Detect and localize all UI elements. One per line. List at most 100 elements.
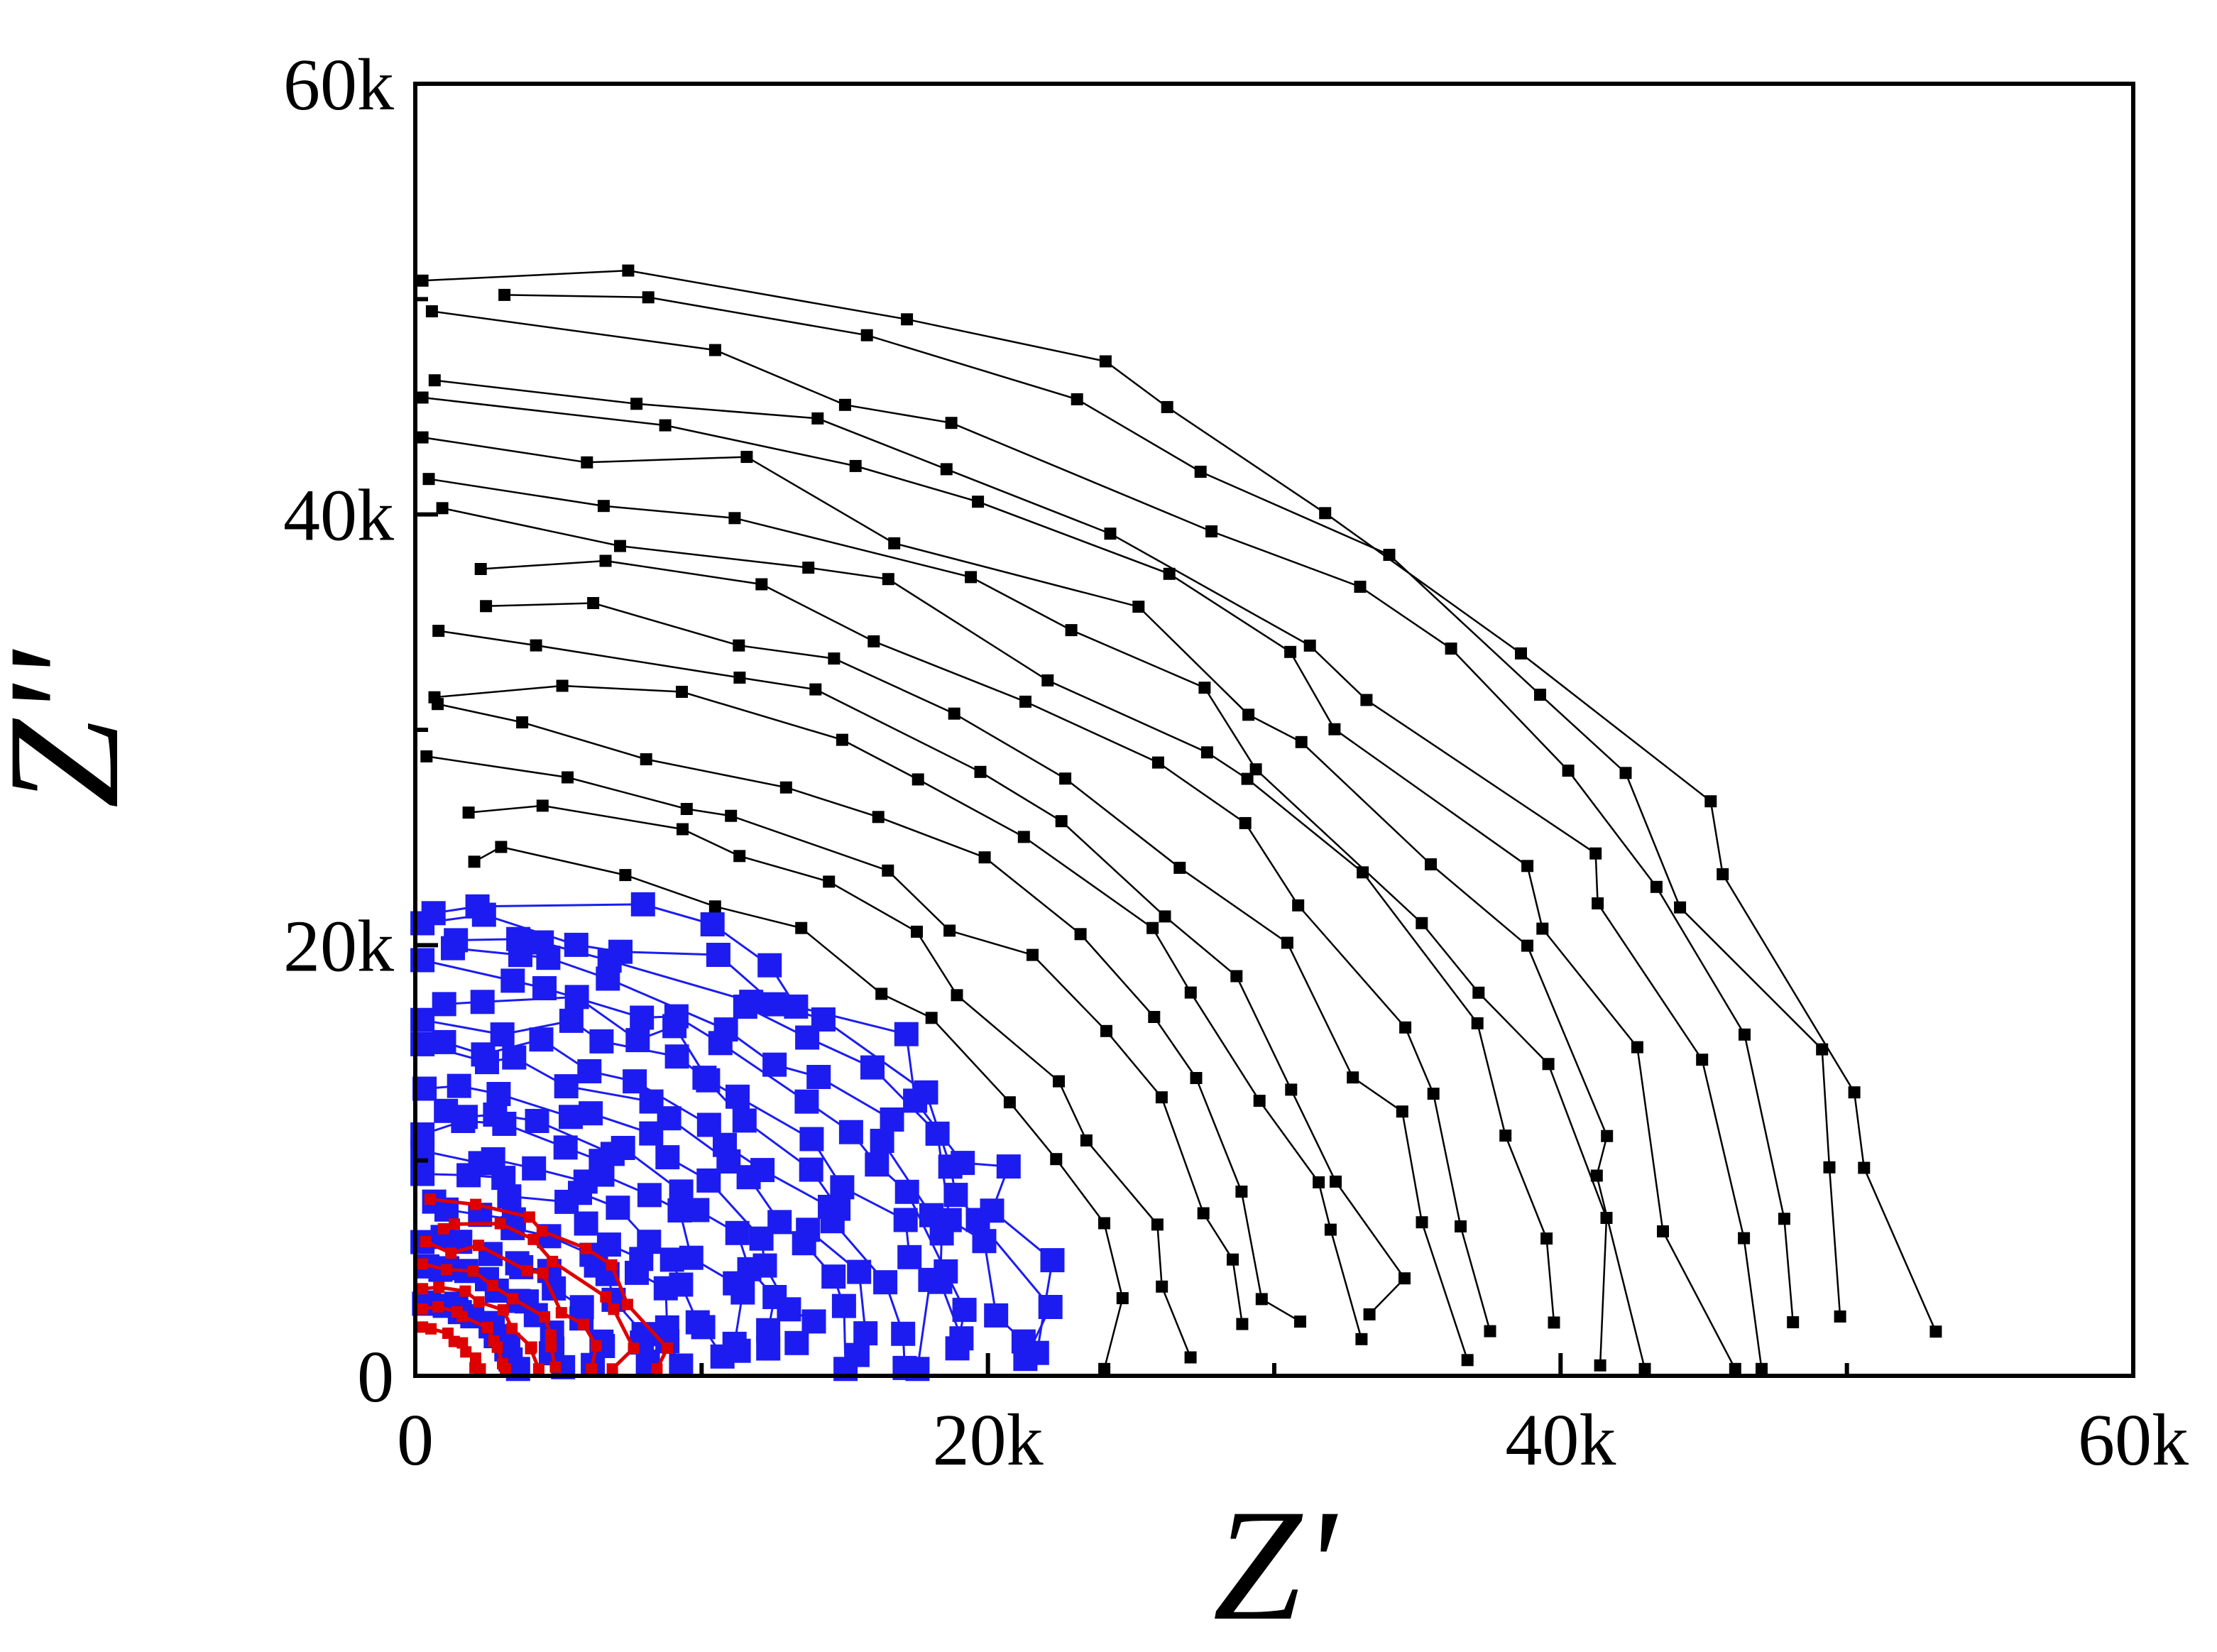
data-point: [951, 1151, 975, 1176]
data-point: [1562, 765, 1575, 777]
data-point: [685, 1198, 710, 1222]
data-point: [568, 1181, 592, 1205]
data-point: [732, 1108, 757, 1133]
data-point: [820, 1209, 845, 1234]
data-point: [799, 1127, 824, 1152]
data-point: [625, 1260, 649, 1285]
data-point: [562, 771, 574, 784]
data-point: [1542, 1058, 1555, 1071]
data-point: [444, 928, 469, 953]
data-point: [545, 1340, 557, 1352]
data-point: [497, 1184, 522, 1209]
data-point: [608, 939, 633, 964]
data-point: [823, 875, 836, 888]
data-point: [872, 811, 885, 824]
data-point: [432, 625, 445, 638]
data-point: [1239, 816, 1252, 829]
data-point: [1631, 1041, 1643, 1054]
data-point: [425, 305, 438, 317]
data-point: [1328, 723, 1341, 735]
data-point: [590, 1162, 615, 1187]
data-point: [1548, 1316, 1560, 1329]
data-point: [422, 473, 435, 486]
data-point: [1155, 1091, 1168, 1104]
data-point: [1303, 639, 1316, 652]
data-point: [984, 1303, 1009, 1328]
data-point: [676, 686, 688, 698]
data-point: [677, 823, 689, 836]
data-point: [1194, 466, 1207, 478]
data-point: [1198, 682, 1211, 694]
data-point: [1019, 695, 1031, 708]
data-point: [873, 1270, 898, 1295]
data-point: [523, 1211, 535, 1223]
data-point: [1151, 1218, 1164, 1231]
data-point: [980, 1198, 1005, 1223]
data-point: [507, 1293, 519, 1305]
data-point: [888, 537, 901, 549]
data-point: [1255, 1293, 1268, 1306]
data-point: [1638, 1362, 1651, 1375]
data-point: [1319, 507, 1332, 520]
data-point: [865, 1152, 889, 1177]
data-point: [1590, 1169, 1603, 1182]
data-point: [637, 1230, 662, 1254]
data-point: [1472, 986, 1485, 999]
data-point: [1717, 868, 1729, 880]
data-point: [831, 1293, 856, 1318]
data-point: [527, 1233, 540, 1245]
data-point: [972, 1229, 997, 1254]
data-point: [470, 990, 495, 1014]
data-point: [1017, 831, 1030, 843]
data-point: [1619, 767, 1632, 779]
data-point: [903, 1088, 928, 1113]
data-point: [421, 901, 446, 926]
data-point: [581, 456, 593, 469]
data-point: [506, 926, 531, 951]
data-point: [891, 1321, 916, 1346]
data-point: [1521, 939, 1533, 952]
data-point: [809, 683, 822, 696]
data-point: [416, 431, 429, 444]
data-point: [777, 1297, 801, 1322]
data-point: [965, 571, 978, 584]
y-tick-label: 0: [357, 1336, 394, 1418]
data-point: [420, 1236, 432, 1247]
data-point: [925, 1012, 938, 1024]
data-point: [696, 1068, 721, 1093]
data-point: [1484, 1325, 1496, 1338]
data-point: [637, 1183, 662, 1208]
data-point: [1399, 1021, 1412, 1034]
data-point: [897, 1245, 922, 1269]
data-point: [474, 1363, 486, 1375]
data-point: [853, 1321, 878, 1346]
data-point: [750, 1158, 775, 1183]
data-point: [733, 995, 757, 1019]
data-point: [417, 1283, 429, 1295]
x-tick-label: 60k: [2078, 1399, 2189, 1481]
data-point: [680, 803, 693, 815]
data-point: [432, 1301, 444, 1313]
data-point: [757, 953, 782, 978]
data-point: [1292, 899, 1305, 912]
data-point: [1756, 1362, 1768, 1375]
data-point: [845, 1342, 870, 1367]
data-point: [974, 765, 987, 778]
data-point: [532, 1363, 544, 1375]
data-point: [1146, 921, 1159, 934]
data-point: [417, 1303, 429, 1315]
data-point: [432, 1029, 456, 1054]
data-point: [417, 1258, 429, 1270]
data-point: [1099, 355, 1112, 368]
data-point: [628, 1342, 640, 1355]
data-point: [432, 992, 456, 1017]
data-point: [433, 1281, 445, 1293]
data-point: [530, 639, 542, 652]
data-point: [928, 1269, 953, 1294]
data-point: [1324, 1223, 1337, 1236]
data-point: [1540, 1232, 1553, 1245]
data-point: [1098, 1217, 1110, 1230]
data-point: [726, 1084, 750, 1109]
